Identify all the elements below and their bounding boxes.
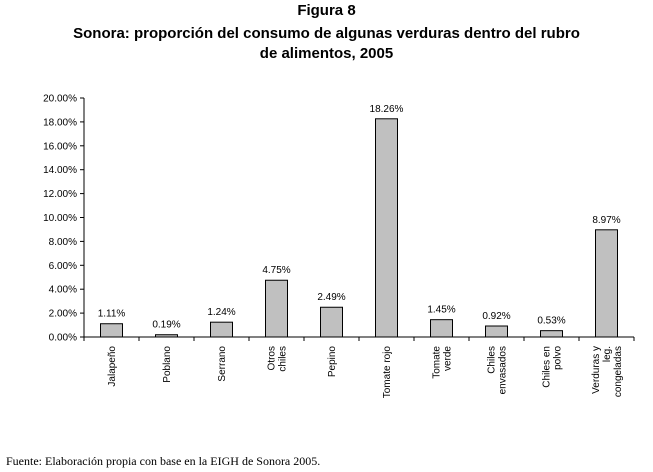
x-tick-label-line: Tomate [432,346,443,379]
x-tick-label-line: leg. [602,346,613,362]
bar [100,323,123,338]
x-tick-label: Jalapeño [107,346,118,387]
y-tick-label: 14.00% [43,165,77,176]
x-tick-label-line: Verduras y [591,346,602,394]
x-tick-label: Verduras y leg. congeladas [591,346,624,397]
source-abbr: EIGH [210,454,239,468]
data-label: 1.24% [207,307,235,318]
data-label: 4.75% [262,265,290,276]
x-tick-label-line: polvo [553,346,564,370]
x-tick-label: Chiles en polvo [542,346,564,388]
x-tick-label-line: Poblano [162,346,173,383]
bars [100,118,618,338]
x-tick-label-line: chiles [278,346,289,372]
x-tick-label: Tomate verde [432,346,454,379]
bar-chart: 0.00% 2.00% 4.00% 6.00% 8.00% 10.00% 12.00% 14.… [43,94,635,399]
x-tick-label-line: verde [443,346,454,371]
bar [485,325,508,338]
data-label: 0.19% [152,320,180,331]
y-tick-label: 2.00% [49,309,77,320]
y-tick-label: 12.00% [43,189,77,200]
bar [430,319,453,338]
x-tick-label-line: Jalapeño [107,346,118,387]
x-tick-label: Chiles envasados [487,346,509,394]
data-label: 8.97% [592,215,620,226]
x-tick-label: Tomate rojo [382,346,393,399]
y-tick-label: 18.00% [43,117,77,128]
bar [210,321,233,338]
data-labels: 1.11% 0.19% 1.24% 4.75% 2.49% 18.26% 1.45% 0.92… [98,104,621,331]
data-label: 18.26% [370,104,404,115]
data-label: 2.49% [317,292,345,303]
x-tick-label-line: Pepino [327,346,338,378]
x-tick-label-line: Chiles en [542,346,553,388]
data-label: 0.92% [482,311,510,322]
x-tick-label: Poblano [162,346,173,383]
x-tick-label-line: Serrano [217,346,228,382]
bar [265,279,288,338]
x-tick-label-line: envasados [498,346,509,394]
x-tick-label-line: Otros [267,346,278,370]
data-label: 1.45% [427,305,455,316]
y-axis: 0.00% 2.00% 4.00% 6.00% 8.00% 10.00% 12.00% 14.… [43,94,85,344]
x-tick-label-line: congeladas [613,346,624,397]
source-prefix: Fuente: Elaboración propia con base en l… [6,454,211,468]
y-tick-label: 20.00% [43,94,77,105]
source-suffix: de Sonora 2005. [238,454,321,468]
figure-label: Figura 8 [297,2,356,19]
y-tick-label: 0.00% [49,333,77,344]
bar [540,330,563,338]
x-tick-label: Serrano [217,346,228,382]
y-tick-label: 8.00% [49,237,77,248]
y-tick-label: 6.00% [49,261,77,272]
source-note: Fuente: Elaboración propia con base en l… [6,454,320,469]
y-tick-label: 10.00% [43,213,77,224]
data-label: 0.53% [537,316,565,327]
x-tick-label-line: Chiles [487,346,498,374]
x-tick-label: Pepino [327,346,338,378]
x-tick-label: Otros chiles [267,346,289,372]
x-axis: Jalapeño Poblano Serrano Otros chiles Pepino T… [83,336,635,399]
y-tick-label: 16.00% [43,141,77,152]
bar [595,229,618,338]
x-tick-label-line: Tomate rojo [382,346,393,399]
data-label: 1.11% [98,309,126,320]
y-tick-label: 4.00% [49,285,77,296]
bar [320,306,343,338]
bar [375,118,398,338]
chart-title: Sonora: proporción del consumo de alguna… [73,25,580,62]
